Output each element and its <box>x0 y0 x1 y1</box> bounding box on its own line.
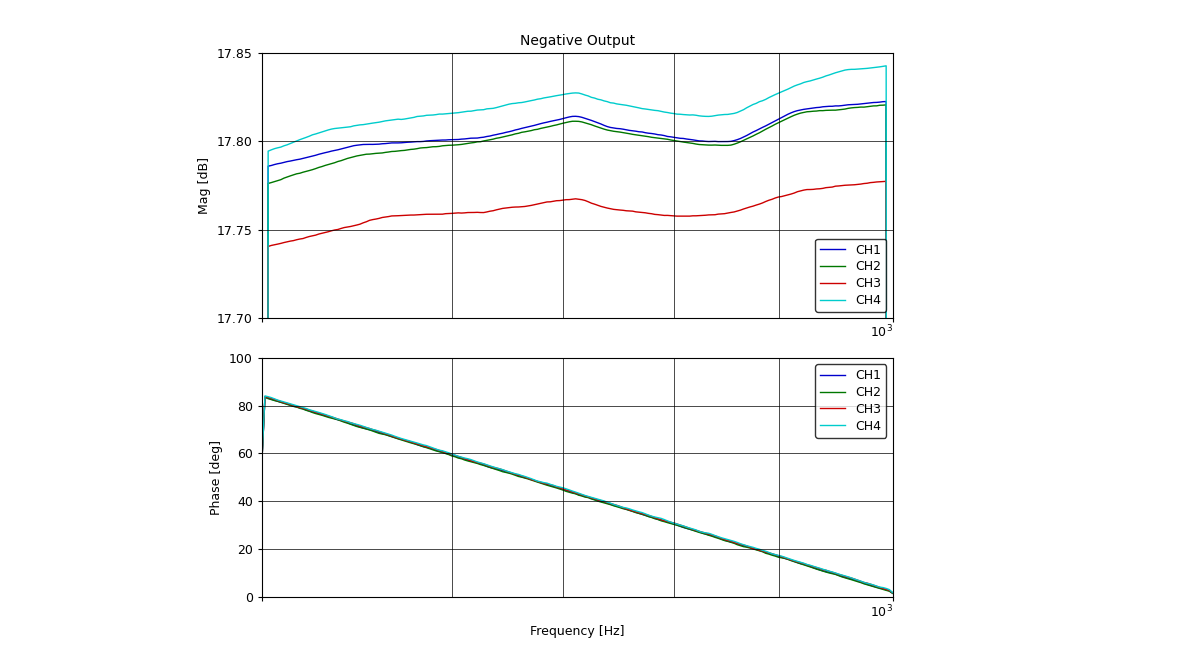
CH1 <box>280 158 294 166</box>
CH1 <box>857 579 871 587</box>
CH4 <box>832 68 846 76</box>
CH4 <box>857 578 871 586</box>
CH2 <box>258 393 273 401</box>
CH1 <box>834 572 848 580</box>
CH4 <box>375 428 389 436</box>
CH3 <box>372 214 387 222</box>
CH2 <box>296 405 311 413</box>
Line: CH2: CH2 <box>262 397 892 593</box>
CH2 <box>422 143 437 151</box>
CH2 <box>372 149 387 157</box>
CH1 <box>853 100 868 108</box>
CH3 <box>834 572 848 579</box>
Y-axis label: Phase [deg]: Phase [deg] <box>211 440 224 515</box>
CH2 <box>283 401 298 409</box>
Line: CH3: CH3 <box>262 396 892 593</box>
CH3 <box>885 589 900 597</box>
CH3 <box>853 180 868 188</box>
CH3 <box>422 210 437 218</box>
CH1 <box>372 140 387 148</box>
CH4 <box>372 118 387 126</box>
Legend: CH1, CH2, CH3, CH4: CH1, CH2, CH3, CH4 <box>815 364 887 438</box>
CH3 <box>255 459 269 467</box>
CH1 <box>375 430 389 438</box>
CH4 <box>258 392 273 400</box>
CH3 <box>375 429 389 437</box>
Line: CH3: CH3 <box>262 181 892 663</box>
CH2 <box>879 101 894 109</box>
CH2 <box>426 446 440 454</box>
CH2 <box>255 459 269 467</box>
CH3 <box>283 400 298 408</box>
CH2 <box>857 580 871 588</box>
CH2 <box>832 106 846 114</box>
Line: CH4: CH4 <box>262 66 892 663</box>
CH1 <box>885 589 900 597</box>
CH3 <box>857 579 871 587</box>
Title: Negative Output: Negative Output <box>520 34 634 48</box>
Line: CH4: CH4 <box>262 396 892 593</box>
CH3 <box>293 235 307 243</box>
Line: CH1: CH1 <box>262 397 892 593</box>
CH4 <box>293 136 307 144</box>
CH4 <box>853 65 868 73</box>
CH1 <box>255 459 269 467</box>
CH4 <box>296 404 311 412</box>
CH4 <box>426 444 440 452</box>
CH4 <box>255 459 269 467</box>
Y-axis label: Mag [dB]: Mag [dB] <box>199 157 212 214</box>
CH3 <box>280 238 294 246</box>
CH4 <box>283 400 298 408</box>
CH4 <box>885 589 900 597</box>
CH1 <box>832 102 846 110</box>
CH1 <box>422 137 437 145</box>
CH3 <box>879 177 894 185</box>
CH4 <box>280 141 294 149</box>
CH1 <box>296 404 311 412</box>
Text: Frequency [Hz]: Frequency [Hz] <box>530 625 625 638</box>
CH2 <box>280 173 294 181</box>
CH4 <box>422 111 437 119</box>
CH1 <box>293 155 307 163</box>
CH3 <box>832 182 846 190</box>
CH1 <box>283 401 298 409</box>
CH2 <box>834 573 848 581</box>
CH1 <box>258 393 273 401</box>
CH4 <box>879 62 894 70</box>
CH2 <box>885 589 900 597</box>
Text: $10^3$: $10^3$ <box>870 604 892 621</box>
Line: CH1: CH1 <box>262 101 892 663</box>
CH3 <box>426 445 440 453</box>
Line: CH2: CH2 <box>262 105 892 663</box>
CH1 <box>426 445 440 453</box>
Text: $10^3$: $10^3$ <box>870 324 892 340</box>
CH2 <box>853 103 868 111</box>
CH2 <box>375 430 389 438</box>
CH3 <box>258 392 273 400</box>
CH4 <box>834 571 848 579</box>
CH1 <box>879 97 894 105</box>
CH3 <box>296 404 311 412</box>
Legend: CH1, CH2, CH3, CH4: CH1, CH2, CH3, CH4 <box>815 239 887 312</box>
CH2 <box>293 169 307 177</box>
